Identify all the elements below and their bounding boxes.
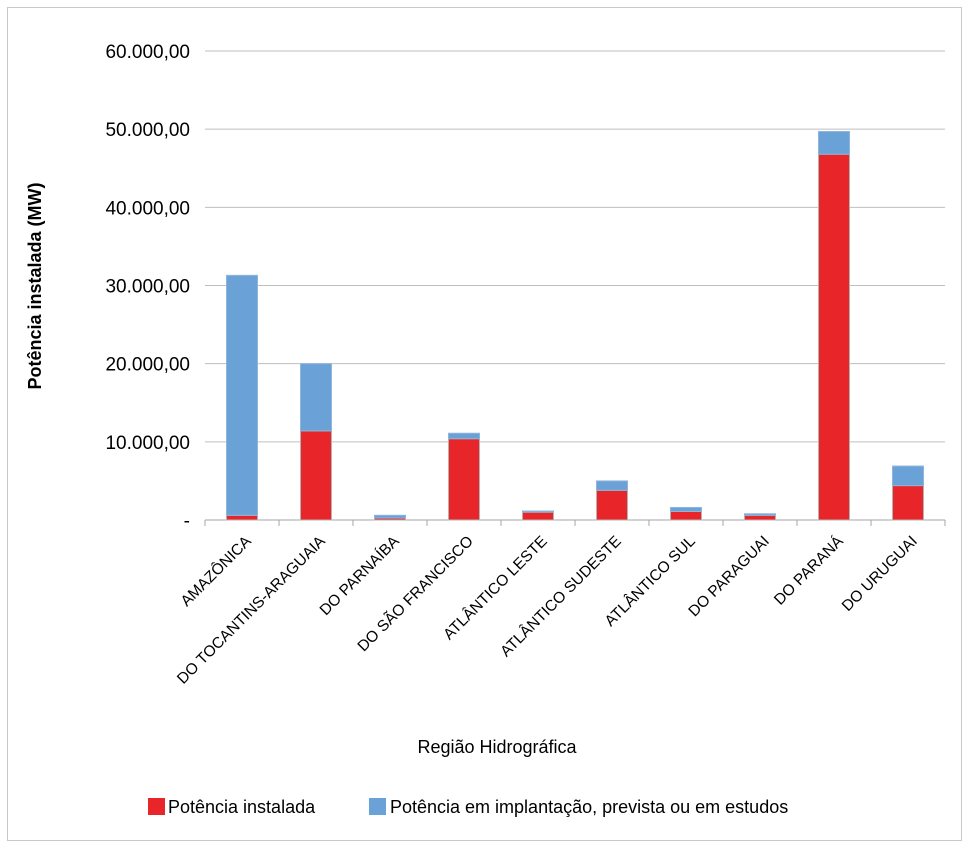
bar-potencia-prevista — [892, 465, 924, 487]
bar-potencia-instalada — [226, 514, 258, 521]
bar-potencia-prevista — [818, 131, 850, 155]
y-axis-tick-labels: - 10.000,00 20.000,00 30.000,00 40.000,00 50.… — [105, 42, 190, 532]
bar-potencia-prevista — [522, 510, 554, 513]
bar-potencia-prevista — [744, 513, 776, 516]
bar-potencia-instalada — [670, 510, 702, 521]
legend-label: Potência em implantação, prevista ou em … — [390, 797, 788, 817]
bar-potencia-instalada — [596, 489, 628, 521]
y-tick-label: 20.000,00 — [105, 355, 190, 376]
bar-potencia-instalada — [818, 153, 850, 521]
bar-potencia-prevista — [226, 274, 258, 516]
legend-label: Potência instalada — [168, 797, 316, 817]
y-tick-label: 40.000,00 — [105, 198, 190, 219]
y-tick-label: 60.000,00 — [105, 42, 190, 63]
bar-potencia-instalada — [300, 430, 332, 521]
chart-frame — [7, 7, 962, 841]
y-tick-label: 50.000,00 — [105, 120, 190, 141]
legend-swatch — [148, 798, 165, 815]
x-category-label: DO PARANÁ — [771, 532, 847, 608]
x-category-label: DO PARAGUAI — [685, 533, 772, 620]
bar-potencia-instalada — [522, 511, 554, 521]
x-category-label: AMAZÔNICA — [178, 532, 256, 610]
bar-potencia-instalada — [744, 514, 776, 521]
bar-potencia-instalada — [892, 485, 924, 521]
bar-potencia-prevista — [300, 363, 332, 432]
y-tick-label: 30.000,00 — [105, 277, 190, 298]
legend-swatch — [369, 798, 386, 815]
bar-potencia-prevista — [596, 480, 628, 491]
bar-potencia-instalada — [448, 438, 480, 521]
x-category-label: DO TOCANTINS-ARAGUAIA — [174, 532, 329, 687]
bar-potencia-prevista — [374, 514, 406, 519]
bars — [226, 131, 924, 521]
y-tick-label: - — [184, 511, 190, 532]
x-category-label: DO URUGUAI — [839, 533, 921, 615]
bar-potencia-prevista — [670, 506, 702, 512]
y-axis-title: Potência instalada (MW) — [25, 182, 45, 389]
y-tick-label: 10.000,00 — [105, 433, 190, 454]
x-axis-title: Região Hidrográfica — [417, 737, 577, 757]
legend: Potência instalada Potência em implantaçã… — [148, 797, 788, 817]
bar-potencia-prevista — [448, 432, 480, 440]
x-category-label: ATLÂNTICO SUDESTE — [497, 533, 625, 661]
